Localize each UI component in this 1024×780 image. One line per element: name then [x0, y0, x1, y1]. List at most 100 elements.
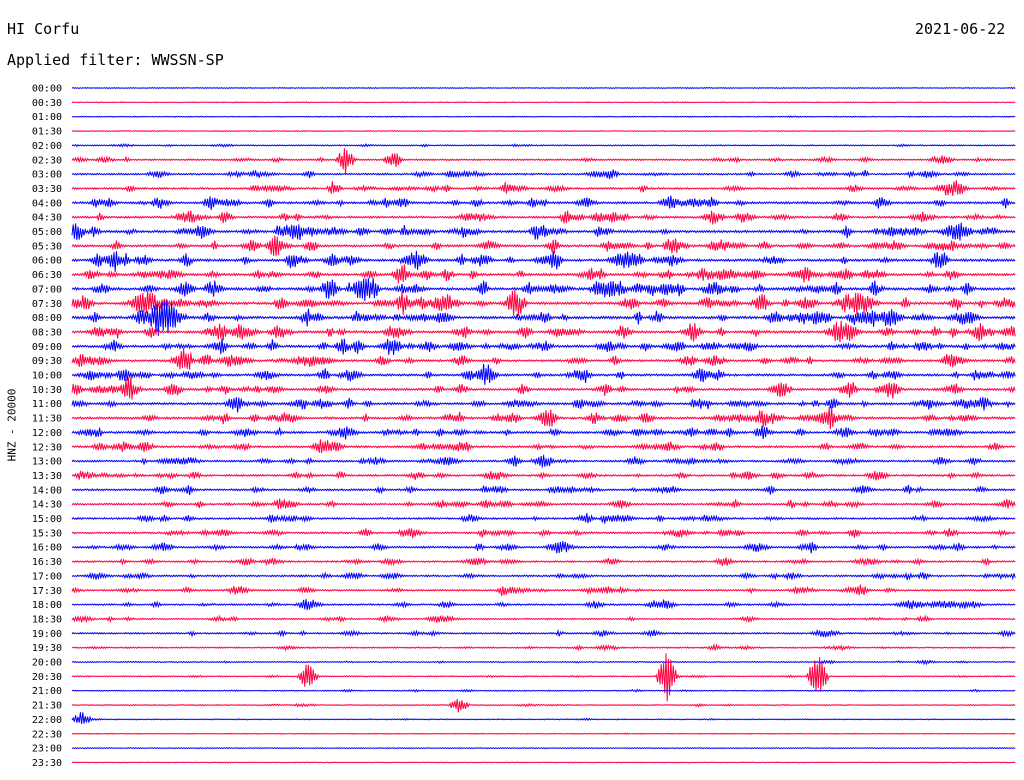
- time-label: 01:30: [32, 127, 62, 138]
- time-label: 08:30: [32, 327, 62, 338]
- time-label: 11:00: [32, 399, 62, 410]
- trace-line: [71, 746, 1016, 750]
- date-label: 2021-06-22: [915, 20, 1006, 38]
- time-label: 17:00: [32, 571, 62, 582]
- time-label: 06:00: [32, 256, 62, 267]
- trace-line: [71, 454, 1016, 468]
- time-label: 14:30: [32, 500, 62, 511]
- time-label: 00:00: [32, 84, 62, 95]
- time-label: 07:30: [32, 299, 62, 310]
- trace-line: [71, 86, 1016, 90]
- time-label: 03:00: [32, 170, 62, 181]
- time-label: 12:00: [32, 428, 62, 439]
- trace-line: [71, 712, 1016, 724]
- time-label: 04:30: [32, 213, 62, 224]
- time-label: 15:00: [32, 514, 62, 525]
- time-label: 14:00: [32, 485, 62, 496]
- time-label: 20:30: [32, 672, 62, 683]
- time-label: 04:00: [32, 198, 62, 209]
- time-label: 03:30: [32, 184, 62, 195]
- time-label: 21:00: [32, 686, 62, 697]
- time-label: 22:00: [32, 715, 62, 726]
- trace-line: [71, 643, 1016, 652]
- time-label: 16:00: [32, 543, 62, 554]
- time-label: 07:00: [32, 284, 62, 295]
- time-label: 16:30: [32, 557, 62, 568]
- time-label: 22:30: [32, 729, 62, 740]
- trace-line: [71, 699, 1016, 713]
- trace-line: [71, 406, 1016, 430]
- trace-line: [71, 264, 1016, 284]
- trace-line: [71, 628, 1016, 638]
- trace-line: [71, 571, 1016, 581]
- time-label: 01:00: [32, 112, 62, 123]
- trace-line: [71, 180, 1016, 196]
- time-label: 18:30: [32, 614, 62, 625]
- trace-line: [71, 289, 1016, 316]
- trace-line: [71, 169, 1016, 180]
- trace-line: [71, 761, 1016, 764]
- time-label: 23:30: [32, 758, 62, 769]
- trace-line: [71, 425, 1016, 440]
- time-label: 23:00: [32, 744, 62, 755]
- trace-line: [71, 557, 1016, 567]
- trace-line: [71, 470, 1016, 481]
- station-title: HI Corfu: [7, 20, 80, 38]
- time-label: 13:30: [32, 471, 62, 482]
- time-label: 00:30: [32, 98, 62, 109]
- time-label: 19:30: [32, 643, 62, 654]
- time-label: 02:00: [32, 141, 62, 152]
- trace-line: [71, 541, 1016, 554]
- trace-line: [71, 195, 1016, 211]
- trace-line: [71, 659, 1016, 666]
- time-label: 08:00: [32, 313, 62, 324]
- trace-line: [71, 320, 1016, 343]
- trace-line: [71, 688, 1016, 693]
- time-label: 05:30: [32, 241, 62, 252]
- trace-line: [71, 599, 1016, 611]
- time-label: 05:00: [32, 227, 62, 238]
- trace-line: [71, 732, 1016, 736]
- trace-line: [71, 300, 1016, 336]
- trace-line: [71, 210, 1016, 225]
- trace-line: [71, 484, 1016, 495]
- time-label: 18:00: [32, 600, 62, 611]
- time-label: 17:30: [32, 586, 62, 597]
- time-label: 12:30: [32, 442, 62, 453]
- trace-line: [71, 222, 1016, 241]
- trace-line: [71, 584, 1016, 596]
- trace-line: [71, 115, 1016, 119]
- trace-line: [71, 528, 1016, 539]
- trace-line: [71, 653, 1016, 702]
- trace-line: [71, 143, 1016, 148]
- time-label: 19:00: [32, 629, 62, 640]
- time-label: 13:00: [32, 457, 62, 468]
- trace-line: [71, 513, 1016, 524]
- time-label: 15:30: [32, 528, 62, 539]
- trace-line: [71, 277, 1016, 301]
- time-label: 06:30: [32, 270, 62, 281]
- trace-line: [71, 235, 1016, 257]
- filter-label: Applied filter: WWSSN-SP: [7, 51, 224, 69]
- time-label: 02:30: [32, 155, 62, 166]
- trace-line: [71, 498, 1016, 510]
- trace-line: [71, 129, 1016, 133]
- trace-line: [71, 148, 1016, 175]
- time-label: 20:00: [32, 658, 62, 669]
- trace-line: [71, 347, 1016, 370]
- time-label: 09:00: [32, 342, 62, 353]
- time-label: 21:30: [32, 701, 62, 712]
- trace-line: [71, 396, 1016, 413]
- time-label: 10:00: [32, 371, 62, 382]
- trace-line: [71, 101, 1016, 104]
- trace-line: [71, 614, 1016, 624]
- trace-line: [71, 439, 1016, 453]
- time-label: 09:30: [32, 356, 62, 367]
- time-label: 10:30: [32, 385, 62, 396]
- trace-line: [71, 338, 1016, 356]
- trace-line: [71, 363, 1016, 385]
- trace-line: [71, 250, 1016, 272]
- trace-line: [71, 376, 1016, 400]
- time-label: 11:30: [32, 414, 62, 425]
